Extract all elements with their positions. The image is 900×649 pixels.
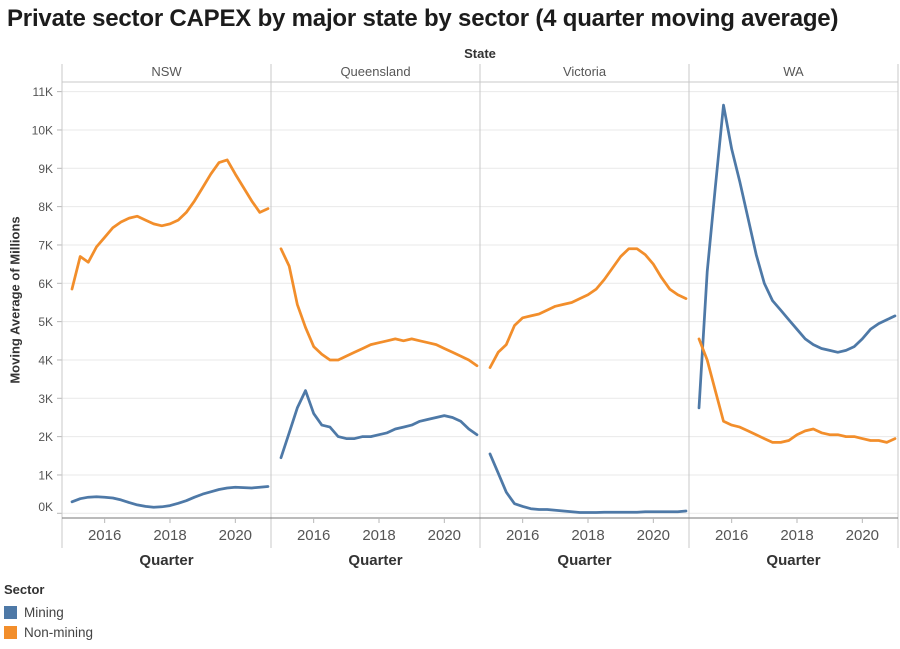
x-tick-label: 2016 (506, 527, 539, 544)
panel-header-victoria: Victoria (562, 64, 607, 79)
series-line-mining-wa[interactable] (697, 103, 897, 410)
series-line-non-mining-nsw[interactable] (70, 158, 270, 291)
y-tick-label: 10K (32, 123, 53, 137)
y-tick-label: 6K (38, 277, 53, 291)
x-tick-label: 2016 (715, 527, 748, 544)
y-tick-label: 8K (38, 200, 53, 214)
x-axis-title-wa: Quarter (766, 552, 821, 569)
x-tick-label: 2020 (637, 527, 670, 544)
panel-header-wa: WA (783, 64, 804, 79)
legend-label-non-mining: Non-mining (24, 624, 94, 640)
x-tick-label: 2016 (88, 527, 121, 544)
x-tick-label: 2020 (428, 527, 461, 544)
x-tick-label: 2018 (153, 527, 186, 544)
x-tick-label: 2018 (780, 527, 813, 544)
legend-label-mining: Mining (24, 604, 64, 620)
mining-color-swatch (4, 605, 17, 619)
y-tick-label: 3K (38, 392, 53, 406)
x-tick-label: 2018 (571, 527, 604, 544)
panel-header-queensland: Queensland (340, 64, 411, 79)
panel-header-nsw: NSW (151, 64, 182, 79)
series-line-mining-queensland[interactable] (279, 389, 479, 460)
non-mining-color-swatch (4, 625, 17, 639)
series-line-non-mining-wa[interactable] (697, 337, 897, 444)
x-axis-title-nsw: Quarter (139, 552, 194, 569)
x-axis-title-victoria: Quarter (557, 552, 612, 569)
y-tick-label: 2K (38, 430, 53, 444)
chart-title: Private sector CAPEX by major state by s… (7, 5, 839, 32)
x-tick-label: 2016 (297, 527, 330, 544)
y-tick-label: 9K (38, 162, 53, 176)
legend-item-mining[interactable]: Mining (4, 602, 93, 622)
legend-title: Sector (4, 582, 45, 597)
series-line-non-mining-victoria[interactable] (488, 247, 688, 369)
y-tick-label: 11K (33, 85, 53, 99)
y-tick-label: 4K (38, 353, 53, 367)
sector-legend: Sector Mining Non-mining (4, 582, 93, 642)
x-axis-title-queensland: Quarter (348, 552, 403, 569)
series-line-non-mining-queensland[interactable] (279, 247, 479, 368)
y-tick-label: 1K (38, 468, 53, 482)
series-line-mining-nsw[interactable] (70, 485, 270, 509)
column-field-label: State (464, 46, 496, 61)
legend-item-non-mining[interactable]: Non-mining (4, 622, 93, 642)
x-tick-label: 2020 (846, 527, 879, 544)
x-tick-label: 2018 (362, 527, 395, 544)
x-tick-label: 2020 (219, 527, 252, 544)
series-line-mining-victoria[interactable] (488, 452, 688, 514)
y-tick-label: 0K (38, 500, 53, 514)
y-tick-label: 7K (38, 238, 53, 252)
y-tick-label: 5K (38, 315, 53, 329)
